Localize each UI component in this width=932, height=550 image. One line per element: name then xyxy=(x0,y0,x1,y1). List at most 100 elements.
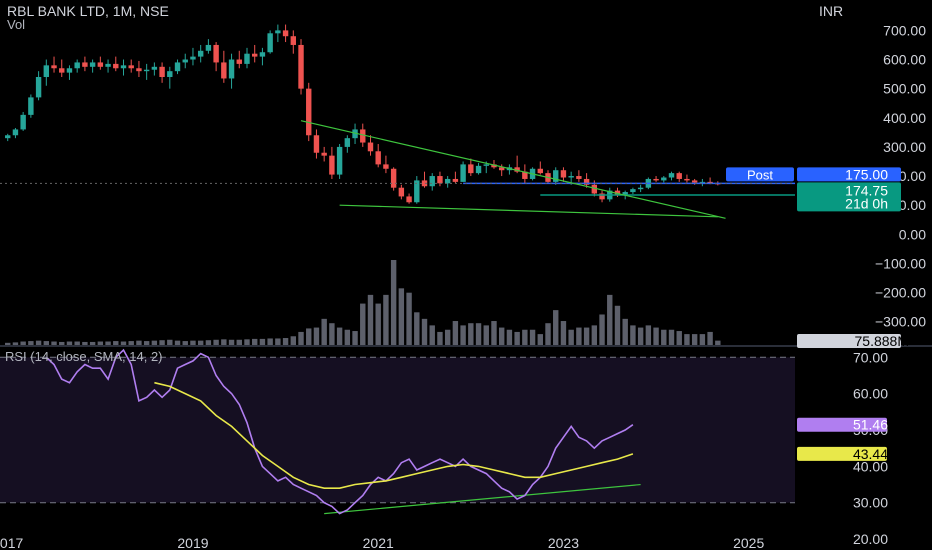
candle-body xyxy=(82,62,88,67)
candle-body xyxy=(113,63,119,69)
candle-body xyxy=(560,170,567,178)
volume-bar xyxy=(684,334,690,345)
candle-body xyxy=(182,59,188,63)
volume-bar xyxy=(159,340,165,345)
volume-bar xyxy=(197,340,204,345)
candle-body xyxy=(352,129,358,139)
price-axis-tick: 0.00 xyxy=(899,226,926,242)
volume-bar xyxy=(367,294,374,345)
candle-body xyxy=(668,173,675,178)
candle-body xyxy=(167,71,173,77)
candle-body xyxy=(522,171,528,179)
volume-bar xyxy=(483,325,489,345)
volume-bar xyxy=(645,325,652,345)
candle-body xyxy=(514,167,520,172)
volume-bar xyxy=(390,260,397,345)
volume-bar xyxy=(306,328,312,345)
rsi-value: 51.46 xyxy=(853,417,888,433)
volume-bar xyxy=(491,321,497,345)
volume-bar xyxy=(468,323,474,345)
volume-bar xyxy=(591,325,598,345)
candle-body xyxy=(252,53,258,57)
candle-body xyxy=(498,167,505,171)
volume-bar xyxy=(414,312,420,345)
rsi-axis-tick: 60.00 xyxy=(853,386,888,402)
bar-countdown: 21d 0h xyxy=(845,195,888,211)
volume-bar xyxy=(668,329,675,345)
time-axis-tick: 2023 xyxy=(548,535,579,550)
volume-bar xyxy=(560,321,567,345)
volume-bar xyxy=(460,325,466,345)
candle-body xyxy=(28,97,34,115)
rsi-indicator-title[interactable]: RSI (14, close, SMA, 14, 2) xyxy=(5,349,163,364)
volume-bar xyxy=(522,329,528,345)
candle-body xyxy=(89,62,96,67)
volume-bar xyxy=(437,331,443,345)
volume-bar xyxy=(267,338,273,345)
rsi-axis-tick: 40.00 xyxy=(853,458,888,474)
candle-body xyxy=(120,65,127,69)
candle-body xyxy=(684,178,690,181)
volume-bar xyxy=(236,339,242,345)
volume-bar xyxy=(529,329,536,345)
price-axis-tick: 400.00 xyxy=(883,110,926,126)
candle-body xyxy=(244,53,250,64)
candle-body xyxy=(483,164,489,166)
candle-body xyxy=(221,62,227,79)
volume-bar xyxy=(321,318,327,345)
candle-body xyxy=(329,155,335,175)
volume-bar xyxy=(375,303,381,345)
candle-body xyxy=(336,146,343,175)
candle-body xyxy=(59,68,65,73)
volume-bar xyxy=(475,323,482,345)
post-tag xyxy=(726,167,794,182)
volume-bar xyxy=(444,329,451,345)
time-axis-tick: 2019 xyxy=(177,535,208,550)
candle-body xyxy=(444,178,451,184)
candle-body xyxy=(12,129,19,136)
candle-body xyxy=(51,65,57,69)
price-axis-tick: 700.00 xyxy=(883,22,926,38)
volume-bar xyxy=(514,331,520,345)
volume-bar xyxy=(614,305,621,345)
candle-body xyxy=(306,88,312,136)
volume-bar xyxy=(553,310,559,345)
volume-bar xyxy=(5,342,11,345)
candle-body xyxy=(367,142,374,152)
candle-body xyxy=(421,180,428,187)
candle-body xyxy=(290,36,297,45)
volume-value: 75.888M xyxy=(855,333,909,349)
volume-bar xyxy=(128,341,134,345)
candle-body xyxy=(5,135,11,139)
candle-body xyxy=(20,114,26,130)
volume-bar xyxy=(498,327,505,345)
rsi-axis-tick: 70.00 xyxy=(853,349,888,365)
candle-body xyxy=(313,135,320,153)
candle-body xyxy=(591,184,598,194)
volume-bar xyxy=(406,292,412,345)
volume-bar xyxy=(259,338,266,345)
last-price-label xyxy=(797,182,901,212)
candle-body xyxy=(344,138,351,147)
volume-bar xyxy=(699,334,706,345)
volume-bar xyxy=(398,288,405,345)
candle-body xyxy=(190,56,196,60)
volume-bar xyxy=(12,342,19,345)
post-price-value: 175.00 xyxy=(845,166,888,182)
candle-body xyxy=(105,63,111,67)
volume-bar xyxy=(313,327,320,345)
candle-body xyxy=(143,69,150,72)
price-axis-tick: 300.00 xyxy=(883,139,926,155)
candle-body xyxy=(383,164,389,169)
rsi-axis-tick: 30.00 xyxy=(853,495,888,511)
rsi-trendline xyxy=(324,483,641,515)
volume-bar xyxy=(429,325,435,345)
symbol-title[interactable]: RBL BANK LTD, 1M, NSE xyxy=(7,3,169,19)
candle-body xyxy=(267,33,273,53)
rsi-axis-tick: 20.00 xyxy=(853,531,888,547)
candle-body xyxy=(429,176,435,187)
candle-body xyxy=(406,196,412,203)
volume-bar xyxy=(244,339,250,345)
candle-body xyxy=(259,52,266,57)
